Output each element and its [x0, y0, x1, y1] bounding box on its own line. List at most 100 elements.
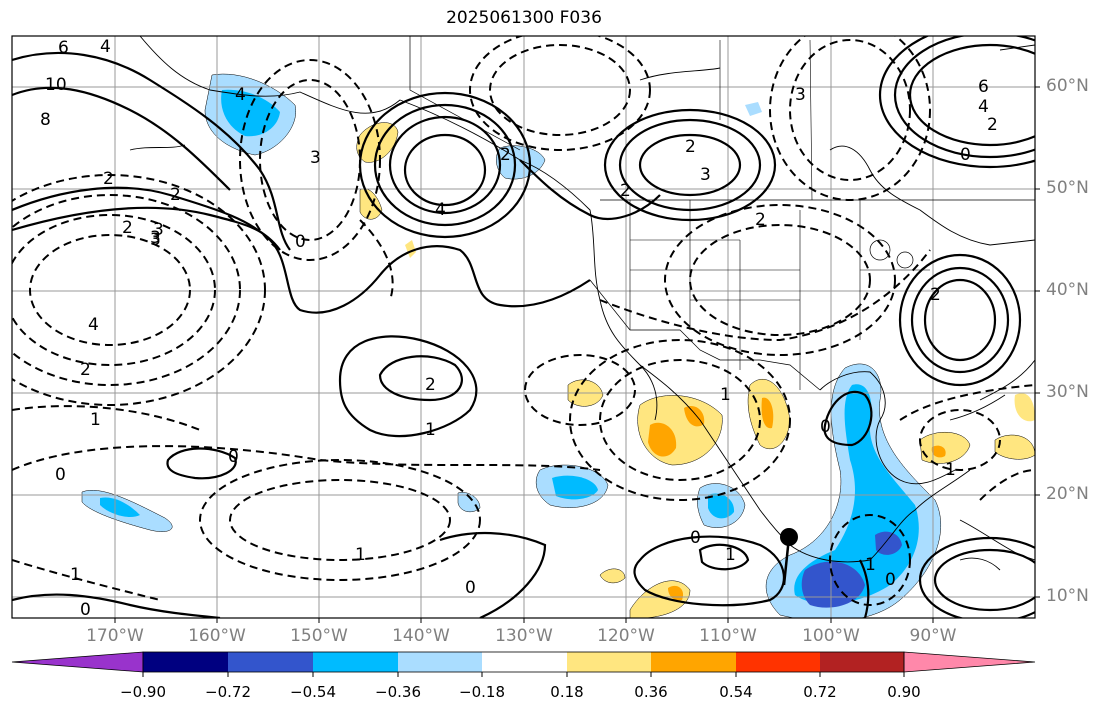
positive-shading — [931, 445, 946, 458]
lon-label: 140°W — [392, 626, 450, 646]
lon-label: 110°W — [699, 626, 757, 646]
colorbar-segment — [820, 652, 904, 672]
contour-label: 0 — [228, 447, 239, 467]
coastline — [789, 469, 971, 563]
colorbar-tick-label: −0.90 — [120, 683, 166, 701]
contour-label: 2 — [685, 137, 696, 157]
contour-label: 3 — [310, 148, 321, 168]
contour-label: 1 — [425, 420, 436, 440]
contour-label: 4 — [978, 97, 989, 117]
contour-line — [633, 535, 785, 607]
lon-label: 170°W — [86, 626, 144, 646]
contour-line — [638, 133, 742, 197]
contour-label: 1 — [865, 555, 876, 575]
contour-line — [166, 447, 237, 480]
contour-label: 1 — [945, 460, 956, 480]
negative-shading — [100, 497, 140, 517]
contour-line — [12, 559, 161, 601]
negative-shading — [221, 89, 280, 137]
contour-line — [918, 536, 1035, 618]
lon-label: 120°W — [597, 626, 655, 646]
tick-marks — [114, 86, 1040, 623]
contour-label: 0 — [465, 578, 476, 598]
contour-label: 2 — [987, 115, 998, 135]
contour-label: 0 — [820, 417, 831, 437]
lon-label: 100°W — [802, 626, 860, 646]
contour-label: 4 — [435, 200, 446, 220]
contour-label: 2 — [122, 218, 133, 238]
lat-label: 50°N — [1046, 178, 1089, 198]
positive-shading — [405, 240, 416, 258]
contour-label: 0 — [55, 465, 66, 485]
positive-shading — [359, 188, 383, 220]
colorbar-tick-label: 0.54 — [719, 683, 753, 701]
lon-label: 130°W — [495, 626, 553, 646]
colorbar-tick-label: 0.72 — [803, 683, 837, 701]
lon-label: 90°W — [909, 626, 957, 646]
colorbar-max-extend — [903, 651, 1036, 673]
contour-line — [373, 103, 517, 227]
contour-line — [12, 445, 601, 471]
contour-line — [689, 224, 871, 336]
lat-label: 30°N — [1046, 382, 1089, 402]
contour-line — [259, 79, 361, 241]
contour-line — [664, 204, 896, 356]
border — [719, 39, 813, 201]
lake — [896, 251, 914, 269]
contour-label: 0 — [690, 528, 701, 548]
contour-line — [229, 479, 451, 561]
contour-line — [569, 339, 791, 501]
contour-label: 6 — [58, 38, 69, 58]
coastline — [139, 36, 791, 546]
contour-line — [603, 108, 777, 222]
contour-label: 1 — [90, 410, 101, 430]
coastline — [819, 371, 956, 485]
positive-shading — [761, 397, 774, 429]
contour-line — [829, 514, 911, 606]
lat-label: 20°N — [1046, 484, 1089, 504]
contour-line — [893, 36, 1035, 159]
coastline — [129, 144, 186, 151]
contour-line — [12, 593, 221, 618]
station-marker — [780, 528, 798, 546]
colorbar-segment — [398, 652, 482, 672]
lat-label: 40°N — [1046, 280, 1089, 300]
negative-shading — [875, 531, 902, 555]
positive-shading — [1014, 393, 1035, 422]
contour-line — [359, 219, 394, 301]
contour-label: 8 — [40, 110, 51, 130]
contour-line — [899, 384, 1035, 421]
contour-line — [908, 43, 1035, 147]
contour-label: 0 — [295, 232, 306, 252]
contour-line — [859, 559, 870, 618]
contour-label: 1 — [70, 565, 81, 585]
contour-label: 3 — [795, 85, 806, 105]
colorbar-segment — [736, 652, 820, 672]
colorbar-tick-label: −0.54 — [290, 683, 336, 701]
colorbar-tick-label: −0.36 — [375, 683, 421, 701]
contour-label: 1 — [355, 545, 366, 565]
contour-label: 1 — [725, 545, 736, 565]
negative-shading — [552, 475, 598, 500]
contour-line — [923, 278, 997, 362]
colorbar-segment — [143, 652, 228, 672]
contour-line — [388, 115, 502, 215]
colorbar-tick-label: −0.72 — [205, 683, 251, 701]
contour-line — [898, 253, 1022, 387]
contour-line — [403, 133, 487, 207]
coastline — [959, 557, 1001, 571]
positive-contours — [12, 36, 1035, 618]
colorbar-tick-label: 0.18 — [550, 683, 584, 701]
negative-shading — [745, 102, 762, 116]
contour-line — [599, 359, 761, 481]
colorbar-frame — [142, 651, 905, 673]
contour-line — [439, 531, 547, 618]
contour-label: 2 — [80, 360, 91, 380]
contour-label: 4 — [88, 315, 99, 335]
colorbar-tick-label: 0.90 — [887, 683, 921, 701]
contour-line — [933, 548, 1035, 612]
lon-label: 160°W — [188, 626, 246, 646]
contour-label: 3 — [150, 228, 161, 248]
contour-line — [12, 206, 281, 251]
lat-label: 60°N — [1046, 76, 1089, 96]
